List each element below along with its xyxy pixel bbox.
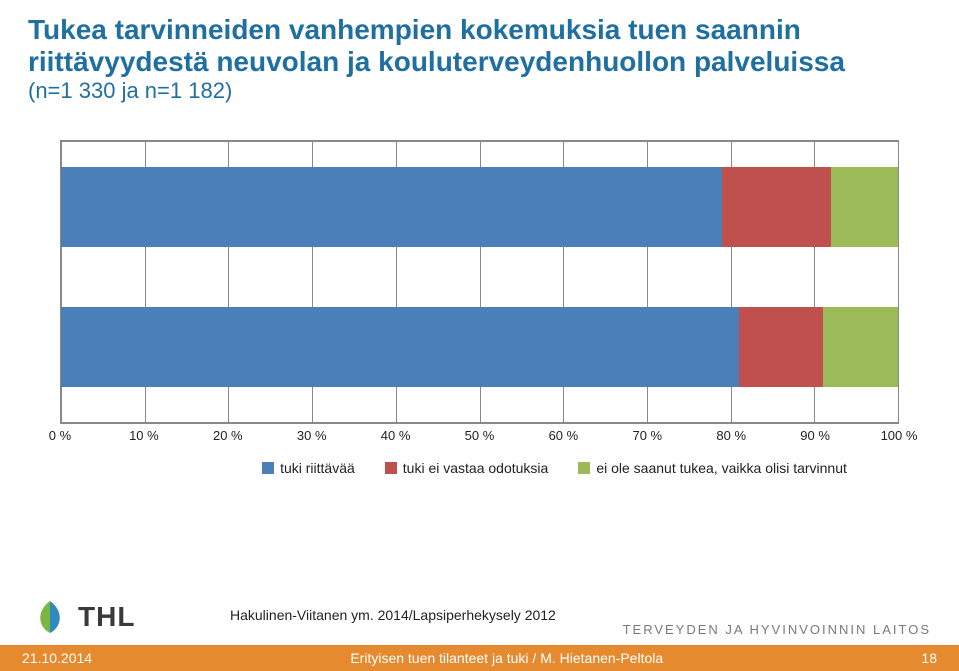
xaxis-tick: 100 % (881, 428, 918, 443)
xaxis-tick: 30 % (297, 428, 327, 443)
page-title: Tukea tarvinneiden vanhempien kokemuksia… (0, 0, 959, 78)
footer-page: 18 (921, 650, 937, 666)
bar-row (61, 167, 898, 247)
legend-label: tuki ei vastaa odotuksia (403, 460, 549, 476)
legend-swatch (262, 462, 274, 474)
bar-segment (739, 307, 823, 387)
xaxis-tick: 40 % (381, 428, 411, 443)
xaxis-tick: 0 % (49, 428, 71, 443)
footer-bar: 21.10.2014 Erityisen tuen tilanteet ja t… (0, 645, 959, 671)
chart-plotarea (61, 142, 898, 422)
xaxis-tick: 90 % (800, 428, 830, 443)
bar-segment (823, 307, 898, 387)
footer-date: 21.10.2014 (22, 650, 92, 666)
legend-swatch (578, 462, 590, 474)
gridline (898, 142, 899, 422)
bar-segment (61, 167, 722, 247)
xaxis-tick: 20 % (213, 428, 243, 443)
footer-center: Erityisen tuen tilanteet ja tuki / M. Hi… (350, 650, 663, 666)
legend-item: tuki ei vastaa odotuksia (385, 460, 549, 476)
legend-item: tuki riittävää (262, 460, 355, 476)
chart-container: äitiys- ja lastenneuvolakouluterveydenhu… (60, 140, 899, 424)
bar-row (61, 307, 898, 387)
xaxis-tick: 50 % (465, 428, 495, 443)
leaf-icon (30, 597, 70, 637)
bar-segment (722, 167, 831, 247)
chart-legend: tuki riittävää tuki ei vastaa odotuksia ei… (210, 460, 899, 476)
thl-subtext: TERVEYDEN JA HYVINVOINNIN LAITOS (623, 622, 931, 637)
xaxis-tick: 80 % (716, 428, 746, 443)
source-note: Hakulinen-Viitanen ym. 2014/Lapsiperheky… (230, 607, 556, 623)
legend-label: ei ole saanut tukea, vaikka olisi tarvin… (596, 460, 847, 476)
xaxis-tick: 60 % (549, 428, 579, 443)
bar-segment (831, 167, 898, 247)
xaxis-tick: 70 % (632, 428, 662, 443)
chart-xaxis: 0 %10 %20 %30 %40 %50 %60 %70 %80 %90 %1… (60, 424, 899, 450)
legend-item: ei ole saanut tukea, vaikka olisi tarvin… (578, 460, 847, 476)
bar-segment (61, 307, 739, 387)
thl-logo-text: THL (78, 601, 135, 633)
thl-logo: THL (30, 597, 135, 637)
xaxis-tick: 10 % (129, 428, 159, 443)
page-subtitle: (n=1 330 ja n=1 182) (0, 78, 959, 110)
legend-label: tuki riittävää (280, 460, 355, 476)
legend-swatch (385, 462, 397, 474)
chart-category-labels: äitiys- ja lastenneuvolakouluterveydenhu… (0, 142, 51, 422)
chart-plot: äitiys- ja lastenneuvolakouluterveydenhu… (60, 142, 899, 422)
